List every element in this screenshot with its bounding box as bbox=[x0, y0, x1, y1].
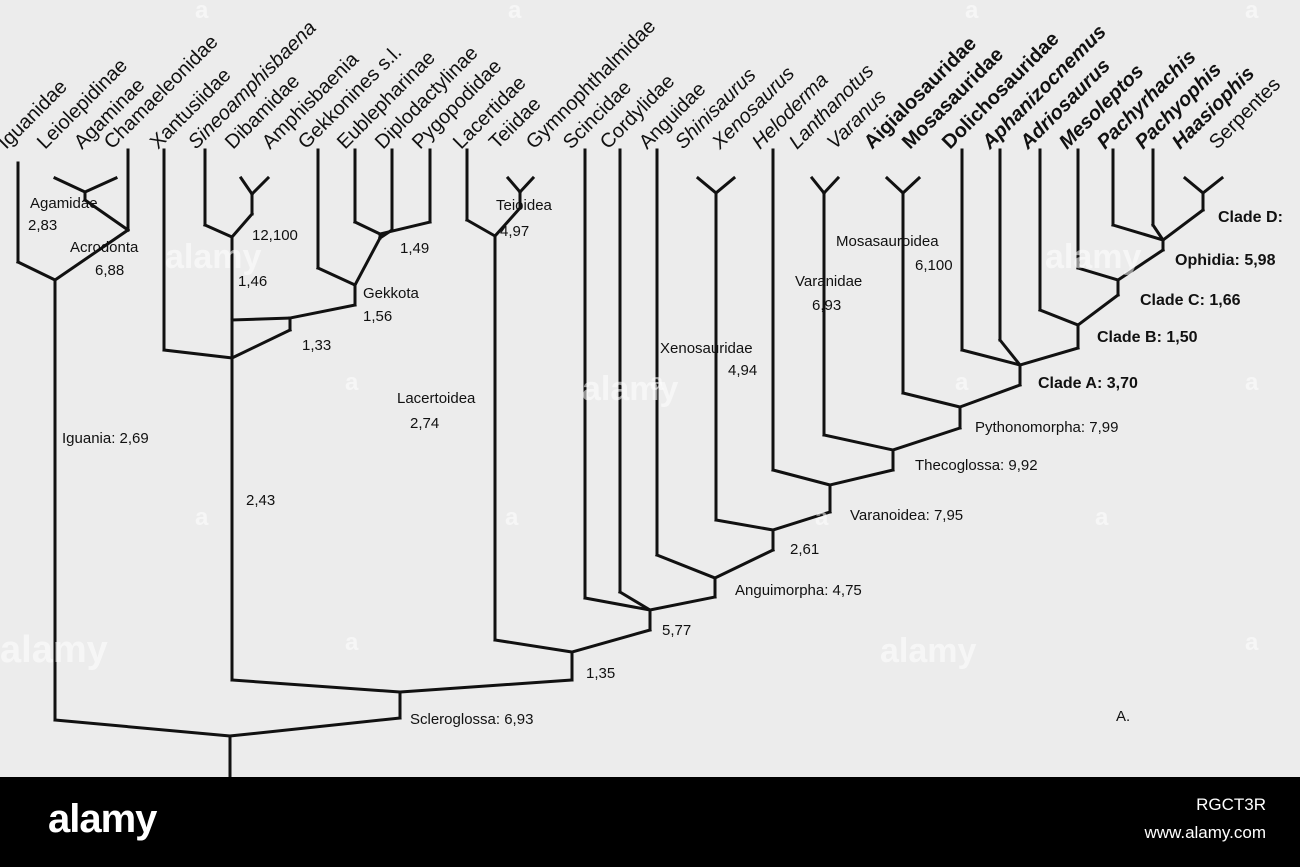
node-label: Teioidea bbox=[496, 197, 553, 214]
node-label: Varanidae bbox=[795, 273, 862, 290]
footer-logo: alamy bbox=[48, 797, 157, 841]
node-label: 1,33 bbox=[302, 337, 331, 354]
node-label: 6,100 bbox=[915, 257, 953, 274]
tree-branches bbox=[15, 148, 1225, 777]
node-label: Clade B: 1,50 bbox=[1097, 329, 1198, 346]
node-label: 12,100 bbox=[252, 227, 298, 244]
node-label: 2,43 bbox=[246, 492, 275, 509]
node-label: Agamidae bbox=[30, 195, 98, 212]
watermark-mark: a bbox=[1245, 369, 1259, 396]
watermark-mark: a bbox=[195, 0, 209, 24]
node-label: 6,88 bbox=[95, 262, 124, 279]
node-label: 2,74 bbox=[410, 415, 439, 432]
node-label: Gekkota bbox=[363, 285, 420, 302]
node-label: 1,49 bbox=[400, 240, 429, 257]
watermark-mark: a bbox=[965, 0, 979, 24]
watermark-mark: a bbox=[815, 504, 829, 531]
node-label: Clade D: bbox=[1218, 209, 1283, 226]
node-label: 4,94 bbox=[728, 362, 757, 379]
watermark-mark: a bbox=[1245, 629, 1259, 656]
node-label: Iguania: 2,69 bbox=[62, 430, 149, 447]
watermark-mark: a bbox=[195, 504, 209, 531]
node-label: A. bbox=[1116, 708, 1130, 725]
footer-url: www.alamy.com bbox=[1144, 823, 1266, 842]
watermark-mark: a bbox=[650, 369, 664, 396]
node-label: 1,35 bbox=[586, 665, 615, 682]
watermark-mark: a bbox=[505, 504, 519, 531]
node-label: Clade A: 3,70 bbox=[1038, 375, 1138, 392]
footer-bar: alamy RGCT3R www.alamy.com bbox=[0, 777, 1300, 867]
node-label: Mosasauroidea bbox=[836, 233, 939, 250]
node-label: Clade C: 1,66 bbox=[1140, 292, 1241, 309]
watermark-text: alamy bbox=[582, 370, 678, 408]
watermark-mark: a bbox=[345, 629, 359, 656]
watermark-text: alamy bbox=[1045, 238, 1141, 276]
node-label: 1,46 bbox=[238, 273, 267, 290]
footer-image-id: RGCT3R bbox=[1196, 795, 1266, 814]
node-label: Ophidia: 5,98 bbox=[1175, 252, 1276, 269]
node-label: 5,77 bbox=[662, 622, 691, 639]
node-label: Xenosauridae bbox=[660, 340, 753, 357]
watermark-mark: a bbox=[345, 369, 359, 396]
watermark-text: alamy bbox=[0, 629, 108, 671]
node-label: Lacertoidea bbox=[397, 390, 476, 407]
watermark-text: alamy bbox=[880, 632, 976, 670]
node-label: Scleroglossa: 6,93 bbox=[410, 711, 533, 728]
watermark-mark: a bbox=[1245, 0, 1259, 24]
node-label: Acrodonta bbox=[70, 239, 139, 256]
node-label: 1,56 bbox=[363, 308, 392, 325]
node-label: 4,97 bbox=[500, 223, 529, 240]
node-label: Pythonomorpha: 7,99 bbox=[975, 419, 1118, 436]
watermark-mark: a bbox=[955, 369, 969, 396]
node-label: 6,93 bbox=[812, 297, 841, 314]
phylogenetic-tree: IguanidaeLeiolepidinaeAgaminaeChamaeleon… bbox=[0, 0, 1285, 777]
node-labels: Agamidae 2,83 Acrodonta 6,88 12,100 1,46 1,49 G… bbox=[28, 195, 1283, 728]
taxon-labels: IguanidaeLeiolepidinaeAgaminaeChamaeleon… bbox=[0, 15, 1285, 154]
watermark-text: alamy bbox=[165, 238, 261, 276]
node-label: 2,61 bbox=[790, 541, 819, 558]
node-label: Anguimorpha: 4,75 bbox=[735, 582, 862, 599]
node-label: 2,83 bbox=[28, 217, 57, 234]
node-label: Varanoidea: 7,95 bbox=[850, 507, 963, 524]
watermark-mark: a bbox=[508, 0, 522, 24]
node-label: Thecoglossa: 9,92 bbox=[915, 457, 1038, 474]
watermark-mark: a bbox=[1095, 504, 1109, 531]
